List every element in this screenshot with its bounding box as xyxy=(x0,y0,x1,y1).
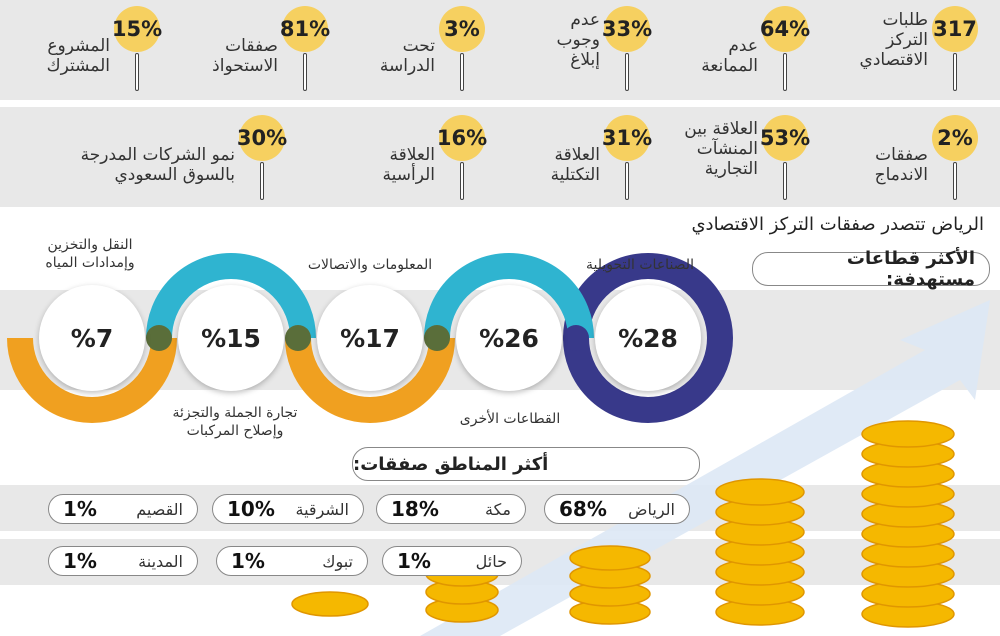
sector-label-transport: النقل والتخزين وإمدادات المياه xyxy=(45,237,135,271)
stat-listed-growth: 30% نمو الشركات المدرجة بالسوق السعودي xyxy=(81,115,287,200)
region-name: الرياض xyxy=(628,499,675,519)
region-makkah: مكة 18% xyxy=(376,494,526,524)
stat-value: 30% xyxy=(237,115,287,161)
stat-label: المشروع المشترك xyxy=(46,36,110,76)
region-value: 68% xyxy=(559,497,607,521)
stat-value: 31% xyxy=(602,115,652,161)
stat-label: العلاقة بين المنشآت التجارية xyxy=(684,119,758,179)
stat-label: عدم وجوب إبلاغ xyxy=(556,10,600,70)
stat-no-notify: 33% عدم وجوب إبلاغ xyxy=(530,6,652,91)
stat-requests: 317 طلبات التركز الاقتصادي xyxy=(858,6,978,91)
stat-acquisitions: 81% صفقات الاستحواذ xyxy=(208,6,330,91)
stat-mergers: 2% صفقات الاندماج xyxy=(858,115,978,200)
sector-rings xyxy=(7,253,733,423)
region-value: 1% xyxy=(231,549,265,573)
stat-pin xyxy=(783,162,787,200)
stat-label: عدم الممانعة xyxy=(701,36,758,76)
sector-label-other: القطاعات الأخرى xyxy=(459,411,561,427)
stat-pin xyxy=(135,53,139,91)
stat-value: 317 xyxy=(932,6,978,52)
region-name: تبوك xyxy=(322,551,353,571)
stat-label: العلاقة الرأسية xyxy=(382,145,436,185)
sector-value-trade: %15 xyxy=(178,285,284,391)
stat-value: 2% xyxy=(932,115,978,161)
stat-pin xyxy=(460,162,464,200)
region-value: 1% xyxy=(63,549,97,573)
region-hail: حائل 1% xyxy=(382,546,522,576)
region-name: مكة xyxy=(485,499,511,519)
stat-pin xyxy=(783,53,787,91)
stat-label: صفقات الاستحواذ xyxy=(212,36,278,76)
region-value: 1% xyxy=(63,497,97,521)
region-qassim: القصيم 1% xyxy=(48,494,198,524)
stat-value: 15% xyxy=(112,6,162,52)
region-value: 10% xyxy=(227,497,275,521)
stat-joint-venture: 15% المشروع المشترك xyxy=(40,6,162,91)
region-name: الشرقية xyxy=(295,499,349,519)
regions-title: أكثر المناطق صفقات: xyxy=(352,447,700,481)
sector-label-trade: تجارة الجملة والتجزئة وإصلاح المركبات xyxy=(172,405,298,439)
stat-pin xyxy=(953,53,957,91)
stat-horizontal: 53% العلاقة بين المنشآت التجارية xyxy=(684,115,810,200)
stat-label: تحت الدراسة xyxy=(379,36,435,76)
stat-value: 53% xyxy=(760,115,810,161)
stat-value: 33% xyxy=(602,6,652,52)
stat-value: 81% xyxy=(280,6,330,52)
stat-pin xyxy=(953,162,957,200)
sector-value-other: %26 xyxy=(456,285,562,391)
sector-label-ict: المعلومات والاتصالات xyxy=(307,257,433,273)
stat-label: صفقات الاندماج xyxy=(874,145,928,185)
stats-band-1 xyxy=(0,0,1000,100)
stat-label: طلبات التركز الاقتصادي xyxy=(859,10,928,70)
stat-pin xyxy=(460,53,464,91)
region-value: 1% xyxy=(397,549,431,573)
stat-conglomerate: 31% العلاقة التكتلية xyxy=(530,115,652,200)
region-value: 18% xyxy=(391,497,439,521)
stat-under-study: 3% تحت الدراسة xyxy=(365,6,485,91)
stat-label: العلاقة التكتلية xyxy=(550,145,600,185)
stat-pin xyxy=(303,53,307,91)
region-riyadh: الرياض 68% xyxy=(544,494,690,524)
sectors-title: الأكثر قطاعات مستهدفة: xyxy=(752,248,990,290)
stat-value: 3% xyxy=(439,6,485,52)
sector-value-transport: %7 xyxy=(39,285,145,391)
stat-pin xyxy=(625,53,629,91)
stat-value: 64% xyxy=(760,6,810,52)
stat-no-objection: 64% عدم الممانعة xyxy=(688,6,810,91)
region-name: المدينة xyxy=(138,551,183,571)
stat-label: نمو الشركات المدرجة بالسوق السعودي xyxy=(80,145,235,185)
stats-band-2 xyxy=(0,107,1000,207)
region-eastern: الشرقية 10% xyxy=(212,494,364,524)
stat-vertical: 16% العلاقة الرأسية xyxy=(365,115,487,200)
region-tabuk: تبوك 1% xyxy=(216,546,368,576)
region-madinah: المدينة 1% xyxy=(48,546,198,576)
headline: الرياض تتصدر صفقات التركز الاقتصادي xyxy=(691,214,984,235)
sector-value-manufacturing: %28 xyxy=(595,285,701,391)
sector-value-ict: %17 xyxy=(317,285,423,391)
region-name: القصيم xyxy=(136,499,183,519)
stat-pin xyxy=(260,162,264,200)
sector-label-manufacturing: الصناعات التحويلية xyxy=(586,257,694,273)
region-name: حائل xyxy=(475,551,507,571)
stat-value: 16% xyxy=(437,115,487,161)
stat-pin xyxy=(625,162,629,200)
